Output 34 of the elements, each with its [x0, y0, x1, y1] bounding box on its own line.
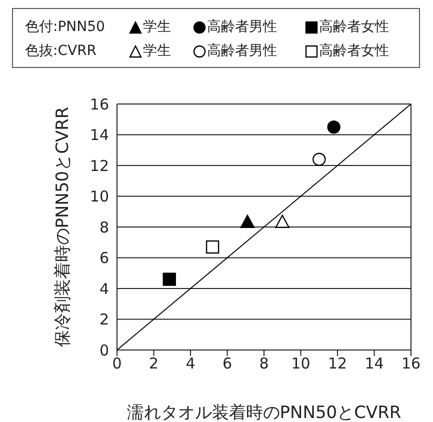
point [162, 272, 176, 286]
legend-label: 高齢者女性 [318, 18, 390, 37]
y-tick-label: 8 [99, 218, 109, 236]
point [312, 152, 326, 166]
legend-label: 高齢者女性 [318, 42, 390, 61]
y-tick-label: 2 [99, 310, 109, 329]
y-tick-label: 4 [99, 280, 109, 298]
x-tick-label: 10 [291, 354, 310, 373]
y-tick-label: 0 [99, 341, 109, 360]
x-tick-label: 2 [148, 354, 159, 373]
y-tick-label: 10 [90, 188, 109, 206]
x-tick-label: 0 [112, 354, 122, 373]
y-tick-label: 16 [90, 95, 109, 114]
legend-label: 学生 [142, 42, 172, 61]
x-tick-label: 12 [328, 354, 348, 373]
x-tick-label: 4 [186, 354, 196, 373]
point [327, 120, 340, 134]
x-tick-label: 16 [401, 354, 421, 373]
text: 色付:PNN50 [25, 18, 106, 37]
legend-label: 高齢者男性 [206, 42, 278, 61]
x-tick-label: 6 [222, 354, 232, 373]
y-tick-label: 14 [90, 126, 109, 144]
point [275, 214, 290, 228]
x-tick-label: 8 [259, 354, 269, 373]
x-axis-title: 濡れタオル装着時のPNN50とCVRR [126, 403, 402, 422]
y-tick-label: 6 [99, 249, 109, 268]
point [206, 240, 220, 254]
point [240, 214, 255, 228]
legend-label: 高齢者男性 [206, 18, 278, 37]
x-tick-label: 14 [364, 354, 384, 373]
text: 色抜:CVRR [25, 42, 98, 61]
y-tick-label: 12 [90, 156, 109, 175]
y-axis-title: 保冷剤装着時のPNN50とCVRR [53, 106, 74, 348]
legend-label: 学生 [142, 18, 172, 37]
